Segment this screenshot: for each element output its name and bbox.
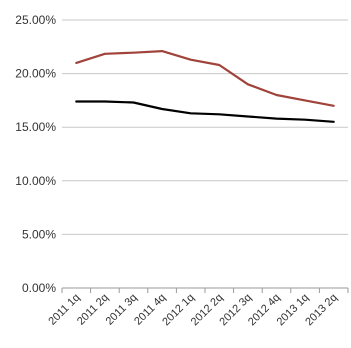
y-tick-label: 25.00% [15,13,56,27]
x-tick-label: 2013 2q [303,292,340,329]
y-tick-label: 5.00% [22,227,56,241]
gridlines [62,19,348,235]
series-line-1 [75,49,335,107]
y-axis-tick-labels: 0.00% 5.00% 10.00% 15.00% 20.00% 25.00% [15,13,56,295]
series-lines [75,49,335,123]
x-axis-ticks [61,288,349,293]
y-tick-label: 10.00% [15,174,56,188]
y-tick-label: 20.00% [15,67,56,81]
y-tick-label: 15.00% [15,120,56,134]
series-line-2 [75,100,335,123]
y-tick-label: 0.00% [22,281,56,295]
